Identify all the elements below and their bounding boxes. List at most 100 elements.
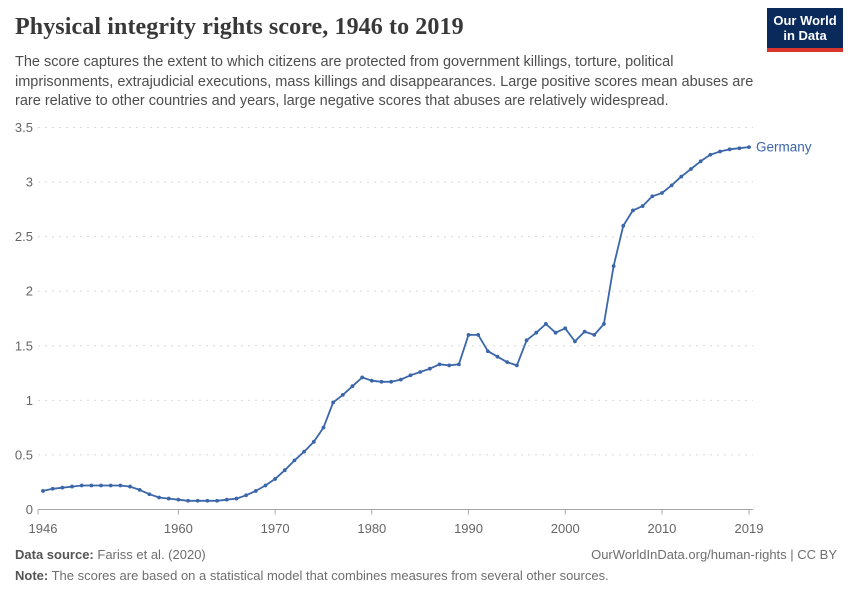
y-axis-tick-label: 0.5 xyxy=(15,447,33,462)
y-axis-tick-label: 0 xyxy=(26,502,33,517)
chart-canvas[interactable]: 0 0.5 1 1.5 2 2.5 3 3.5 1946 1960 1970 1980 1990 2000… xyxy=(0,0,850,545)
data-point-marker xyxy=(118,483,123,488)
data-point-marker xyxy=(360,375,365,380)
data-point-marker xyxy=(466,332,471,337)
data-point-marker xyxy=(137,487,142,492)
data-point-marker xyxy=(321,425,326,430)
data-point-marker xyxy=(205,498,210,503)
data-point-marker xyxy=(563,326,568,331)
owid-logo-line1: Our World xyxy=(773,13,837,28)
data-point-marker xyxy=(60,485,65,490)
y-axis-tick-label: 2.5 xyxy=(15,229,33,244)
data-point-marker xyxy=(273,477,278,481)
x-axis-tick-label: 2010 xyxy=(647,521,676,536)
x-axis-tick-label: 1980 xyxy=(357,521,386,536)
data-point-marker xyxy=(573,339,577,344)
data-point-marker xyxy=(389,379,394,384)
data-point-marker xyxy=(41,489,45,493)
data-point-marker xyxy=(398,377,403,382)
data-point-marker xyxy=(234,496,239,501)
data-point-marker xyxy=(534,330,539,335)
note-value: The scores are based on a statistical mo… xyxy=(51,568,609,583)
data-point-marker xyxy=(186,498,190,503)
data-point-marker xyxy=(147,492,152,497)
y-axis-tick-label: 1 xyxy=(26,393,33,408)
data-point-marker xyxy=(747,145,751,150)
data-point-marker xyxy=(679,174,684,179)
data-point-marker xyxy=(215,498,219,503)
data-point-marker xyxy=(727,147,732,152)
data-point-marker xyxy=(689,167,693,171)
data-point-marker xyxy=(79,483,84,488)
data-point-marker xyxy=(379,379,384,384)
data-point-marker xyxy=(166,496,171,501)
y-axis-tick-label: 3 xyxy=(26,175,33,190)
data-point-marker xyxy=(553,330,558,335)
x-axis-tick-label: 1946 xyxy=(29,521,58,536)
x-axis-tick-label: 1960 xyxy=(164,521,193,536)
data-point-marker xyxy=(253,489,258,493)
chart-footer: Data source: Fariss et al. (2020) OurWor… xyxy=(15,547,837,583)
owid-logo[interactable]: Our World in Data xyxy=(767,8,843,52)
data-point-marker xyxy=(495,354,500,359)
data-point-marker xyxy=(544,322,548,326)
data-point-marker xyxy=(282,468,287,473)
data-point-marker xyxy=(70,484,74,489)
data-point-marker xyxy=(631,208,635,213)
data-point-marker xyxy=(602,322,606,326)
data-point-marker xyxy=(302,449,307,454)
data-point-marker xyxy=(108,483,113,488)
y-axis-tick-label: 3.5 xyxy=(15,120,33,135)
data-point-marker xyxy=(476,332,481,337)
x-axis-tick-label: 1970 xyxy=(261,521,290,536)
data-point-marker xyxy=(737,146,742,151)
data-point-marker xyxy=(524,338,529,343)
data-point-marker xyxy=(340,393,345,397)
data-point-marker xyxy=(718,149,722,154)
y-axis-tick-label: 2 xyxy=(26,284,33,299)
data-point-marker xyxy=(418,370,423,374)
series-label-germany: Germany xyxy=(756,140,812,155)
data-point-marker xyxy=(505,360,510,365)
data-point-marker xyxy=(89,483,94,488)
x-axis-tick-label: 1990 xyxy=(454,521,483,536)
data-point-marker xyxy=(292,458,297,463)
data-point-marker xyxy=(592,332,597,337)
x-axis-tick-label: 2019 xyxy=(735,521,764,536)
data-point-marker xyxy=(708,152,713,157)
data-source-label: Data source: xyxy=(15,547,94,562)
data-point-marker xyxy=(698,159,703,164)
data-point-marker xyxy=(660,191,664,195)
data-point-marker xyxy=(582,329,587,334)
data-point-marker xyxy=(408,373,413,378)
data-point-marker xyxy=(447,363,452,368)
owid-credit-link[interactable]: OurWorldInData.org/human-rights | CC BY xyxy=(591,547,837,562)
data-point-marker xyxy=(244,493,248,498)
data-point-marker xyxy=(650,194,655,199)
data-point-marker xyxy=(157,495,161,500)
data-point-marker xyxy=(176,497,181,502)
data-point-marker xyxy=(485,349,490,354)
data-point-marker xyxy=(99,483,103,488)
note-label: Note: xyxy=(15,568,49,583)
data-point-marker xyxy=(311,439,316,444)
data-point-marker xyxy=(369,378,374,383)
data-point-marker xyxy=(224,497,229,502)
data-point-marker xyxy=(640,204,645,208)
chart-area: 0 0.5 1 1.5 2 2.5 3 3.5 1946 1960 1970 1980 1990 2000… xyxy=(0,0,850,545)
data-source-value: Fariss et al. (2020) xyxy=(97,547,206,562)
data-point-marker xyxy=(427,366,432,371)
x-axis-tick-label: 2000 xyxy=(551,521,580,536)
owid-logo-line2: in Data xyxy=(783,28,827,43)
data-point-marker xyxy=(456,362,461,367)
series-line-germany xyxy=(42,146,750,502)
data-point-marker xyxy=(195,498,200,503)
data-point-marker xyxy=(514,363,519,368)
data-point-marker xyxy=(50,486,55,491)
data-point-marker xyxy=(621,223,626,228)
chart-subtitle: The score captures the extent to which c… xyxy=(15,54,754,109)
y-axis-tick-label: 1.5 xyxy=(15,338,33,353)
data-point-marker xyxy=(331,400,336,405)
data-point-marker xyxy=(128,484,132,489)
